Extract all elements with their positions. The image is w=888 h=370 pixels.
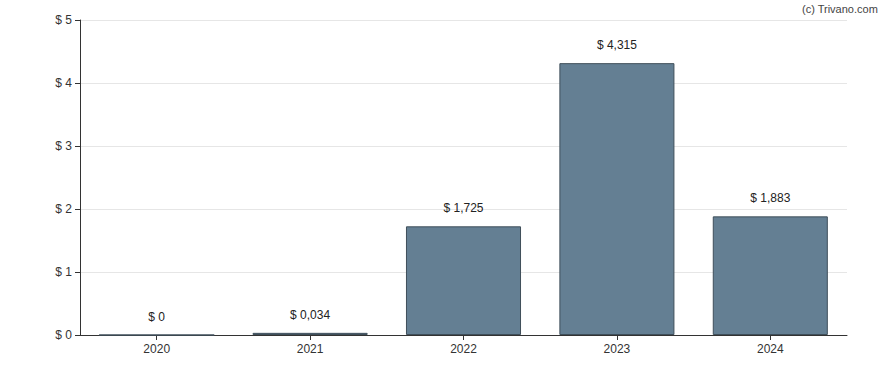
svg-text:$ 4,315: $ 4,315: [597, 38, 637, 52]
svg-text:$ 4: $ 4: [55, 76, 72, 90]
svg-text:$ 3: $ 3: [55, 139, 72, 153]
svg-text:$ 0,034: $ 0,034: [290, 308, 330, 322]
svg-text:$ 0: $ 0: [55, 328, 72, 342]
svg-text:$ 2: $ 2: [55, 202, 72, 216]
svg-text:2024: 2024: [757, 342, 784, 356]
svg-text:2023: 2023: [604, 342, 631, 356]
svg-text:(c) Trivano.com: (c) Trivano.com: [802, 3, 878, 15]
svg-text:$ 1,725: $ 1,725: [443, 201, 483, 215]
svg-text:$ 1,883: $ 1,883: [750, 191, 790, 205]
svg-text:2020: 2020: [143, 342, 170, 356]
svg-text:$ 5: $ 5: [55, 13, 72, 27]
svg-text:$ 0: $ 0: [148, 310, 165, 324]
svg-text:2022: 2022: [450, 342, 477, 356]
svg-text:2021: 2021: [297, 342, 324, 356]
svg-text:$ 1: $ 1: [55, 265, 72, 279]
